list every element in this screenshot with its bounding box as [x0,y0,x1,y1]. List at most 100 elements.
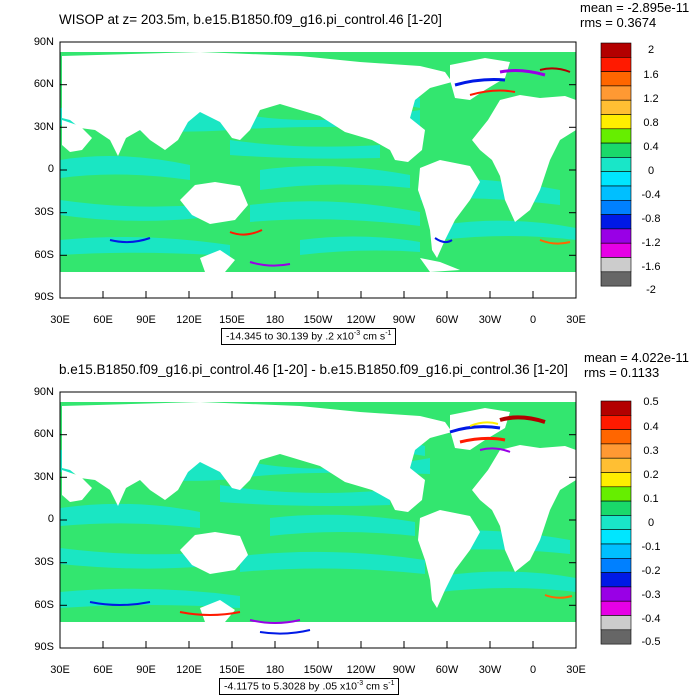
top-panel: WISOP at z= 203.5m, b.e15.B1850.f09_g16.… [33,0,690,345]
lon-label: 30E [566,664,586,676]
lon-label: 60E [93,314,113,326]
lat-label: 60N [33,428,54,440]
lon-label: 30W [478,314,502,326]
colorbar-label: 0.1 [643,493,659,505]
colorbar-label: 0.4 [643,421,659,433]
lat-label: 90N [33,36,54,48]
lon-label: 150W [303,314,333,326]
panel-title: b.e15.B1850.f09_g16.pi_control.46 [1-20]… [59,362,568,377]
lon-label: 90E [136,314,156,326]
contour-range-label: -4.1175 to 5.3028 by .05 x10-3 cm s-1 [219,678,400,695]
map-field [60,392,576,648]
mean-stat: mean = 4.022e-11 [584,350,689,365]
lon-label: 120E [176,314,202,326]
lat-label: 30S [34,556,54,568]
range-exp: -3 [353,330,361,337]
colorbar-label: 0 [647,165,655,177]
colorbar [600,42,632,287]
colorbar-swatch [600,472,632,488]
colorbar-swatch [600,529,632,545]
map-svg [59,41,632,299]
colorbar-swatch [600,128,632,144]
range-unit: cm s [363,680,389,693]
colorbar-label: 0.3 [643,445,659,457]
colorbar-swatch [600,271,632,287]
colorbar-label: 0.2 [643,469,659,481]
lon-label: 120E [176,664,202,676]
colorbar-label: 0.4 [643,141,659,153]
lon-label: 180 [265,664,285,676]
colorbar-label: -0.2 [641,565,661,577]
land-masses [60,42,576,298]
range-unit-exp: -1 [388,680,395,687]
colorbar-swatch [600,242,632,258]
colorbar-label: 0.5 [643,396,659,408]
hotspot-marks [109,67,571,267]
lat-label: 60N [33,78,54,90]
colorbar-swatch [600,429,632,445]
colorbar-swatch [600,515,632,530]
lon-label: 30E [50,314,70,326]
colorbar-label: -1.2 [641,237,661,249]
colorbar-swatch [600,600,632,616]
colorbar-swatch [600,171,632,187]
lon-label: 90W [392,314,416,326]
colorbar-swatch [600,214,632,230]
lon-label: 150W [303,664,333,676]
colorbar-swatch [600,257,632,273]
colorbar-swatch [600,56,632,72]
lon-label: 30E [566,314,586,326]
lon-label: 150E [219,664,245,676]
colorbar-swatch [600,615,632,631]
colorbar-swatch [600,629,632,645]
lat-label: 60S [34,249,54,261]
range-unit-exp: -1 [385,330,392,337]
lat-ticks [60,41,576,299]
colorbar-swatch [600,85,632,101]
colorbar-swatch [600,572,632,588]
lon-label: 150E [219,314,245,326]
colorbar-swatch [600,42,632,58]
colorbar-label: 0.8 [643,117,659,129]
colorbar-label: -0.4 [641,189,661,201]
lat-label: 90N [33,386,54,398]
mean-stat: mean = -2.895e-11 [580,0,690,15]
lat-label: 30N [33,471,54,483]
lon-label: 90W [392,664,416,676]
lon-label: 180 [265,314,285,326]
range-text: -14.345 to 30.139 by .2 x10 [226,330,354,343]
colorbar-swatch [600,228,632,244]
lat-ticks [60,391,576,649]
range-text: -4.1175 to 5.3028 by .05 x10 [224,680,357,693]
lon-label: 0 [529,314,537,326]
lon-label: 120W [346,314,376,326]
colorbar-swatch [600,586,632,602]
panel-title: WISOP at z= 203.5m, b.e15.B1850.f09_g16.… [59,12,442,27]
colorbar-swatch [600,415,632,430]
lon-label: 90E [136,664,156,676]
colorbar [600,400,632,645]
colorbar-swatch [600,500,632,516]
colorbar-label: -0.1 [641,541,661,553]
lat-label: 30S [34,206,54,218]
contour-range-label: -14.345 to 30.139 by .2 x10-3 cm s-1 [221,328,397,345]
lat-label: 90S [34,291,54,303]
lon-ticks [59,641,577,648]
rms-stat: rms = 0.3674 [580,15,657,30]
colorbar-swatch [600,443,632,459]
lon-label: 30E [50,664,70,676]
colorbar-label: -0.3 [641,589,661,601]
lon-label: 120W [346,664,376,676]
colorbar-label: -0.5 [641,636,661,648]
colorbar-swatch [600,200,632,215]
colorbar-label: -1.6 [641,261,661,273]
colorbar-swatch [600,99,632,115]
colorbar-swatch [600,114,632,130]
colorbar-swatch [600,486,632,502]
colorbar-swatch [600,157,632,172]
colorbar-label: -0.4 [641,613,661,625]
colorbar-label: -2 [646,284,656,296]
lon-label: 0 [529,664,537,676]
colorbar-label: 2 [647,44,655,56]
lat-label: 30N [33,121,54,133]
